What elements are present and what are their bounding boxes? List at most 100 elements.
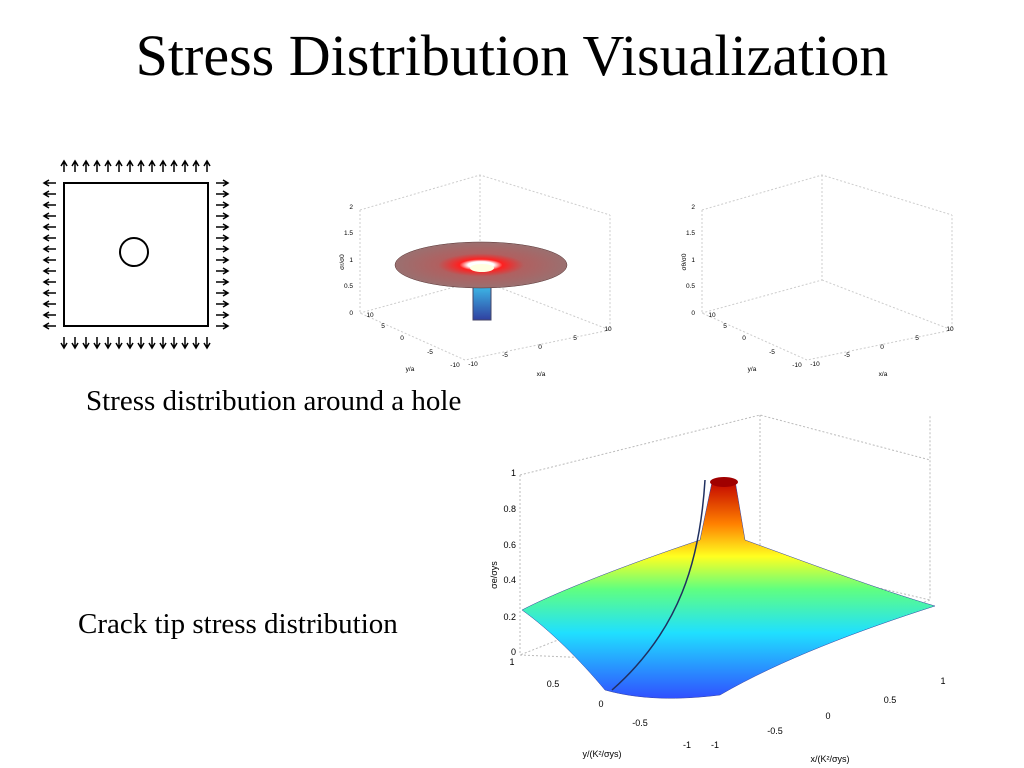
arrow <box>60 337 68 350</box>
arrow <box>104 159 112 172</box>
plot-box <box>701 174 953 361</box>
caption: Stress distribution around a hole <box>86 385 462 417</box>
arrow <box>216 234 230 242</box>
z-tick-label: 0.5 <box>344 283 353 290</box>
arrow <box>181 159 189 172</box>
arrow <box>82 337 90 350</box>
arrow <box>71 159 79 172</box>
arrow <box>60 159 68 172</box>
z-axis-label: σθ/σ0 <box>681 253 688 270</box>
arrow <box>42 179 56 187</box>
arrow <box>216 223 230 231</box>
arrow <box>216 245 230 253</box>
x-axis-label: x/a <box>537 371 546 378</box>
arrow <box>42 201 56 209</box>
caption: Crack tip stress distribution <box>78 608 398 640</box>
arrow <box>216 267 230 275</box>
y-tick-label: -5 <box>769 349 775 356</box>
y-axis-label: y/a <box>406 366 415 373</box>
z-tick-label: 2 <box>349 204 353 211</box>
arrow <box>148 337 156 350</box>
x-tick-label: 0 <box>880 344 884 351</box>
arrow <box>42 311 56 319</box>
arrow <box>170 337 178 350</box>
arrow <box>42 322 56 330</box>
arrow <box>216 190 230 198</box>
z-tick-label: 0 <box>691 310 695 317</box>
peak-top <box>710 477 738 487</box>
plate-diagram <box>42 159 230 350</box>
x-tick-label: 10 <box>946 326 954 333</box>
x-axis-label: x/a <box>879 371 888 378</box>
x-tick-label: -1 <box>711 740 719 750</box>
crack-plot: 0 0.2 0.4 0.6 0.8 1 1 0.5 0 -0.5 -1 -1 -0.5 0 0.5 1 x/(K… <box>489 414 946 764</box>
y-tick-label: 10 <box>708 312 716 319</box>
y-tick-label: -10 <box>792 362 802 369</box>
y-tick-label: -5 <box>427 349 433 356</box>
arrow <box>216 212 230 220</box>
x-tick-label: 1 <box>940 676 945 686</box>
arrow <box>216 179 230 187</box>
z-tick-label: 0 <box>349 310 353 317</box>
arrow <box>137 337 145 350</box>
z-axis-label: σe/σys <box>489 561 499 589</box>
y-tick-label: 1 <box>509 657 514 667</box>
arrow <box>82 159 90 172</box>
z-tick-label: 1.5 <box>686 230 695 237</box>
x-axis-label: x/(K²/σys) <box>810 754 849 764</box>
arrow <box>216 289 230 297</box>
x-tick-label: -5 <box>844 352 850 359</box>
y-tick-label: -0.5 <box>632 718 648 728</box>
arrow <box>42 267 56 275</box>
plot-box <box>359 174 611 361</box>
arrow <box>42 278 56 286</box>
arrow <box>42 245 56 253</box>
arrow <box>159 159 167 172</box>
arrow <box>71 337 79 350</box>
y-tick-label: 0 <box>598 699 603 709</box>
x-tick-label: 10 <box>604 326 612 333</box>
arrow <box>42 289 56 297</box>
arrow <box>192 159 200 172</box>
x-tick-label: -10 <box>468 361 478 368</box>
x-tick-label: 5 <box>915 335 919 342</box>
y-tick-label: 10 <box>366 312 374 319</box>
z-tick-label: 0.5 <box>686 283 695 290</box>
arrow <box>93 159 101 172</box>
arrow <box>216 256 230 264</box>
y-tick-label: 5 <box>723 323 727 330</box>
arrow <box>148 159 156 172</box>
x-tick-label: 0.5 <box>884 695 897 705</box>
y-tick-label: 0.5 <box>547 679 560 689</box>
y-tick-label: -10 <box>450 362 460 369</box>
x-tick-label: -10 <box>810 361 820 368</box>
x-tick-label: -5 <box>502 352 508 359</box>
arrow <box>126 159 134 172</box>
arrow <box>170 159 178 172</box>
arrow <box>126 337 134 350</box>
arrow <box>137 159 145 172</box>
y-axis-label: y/a <box>748 366 757 373</box>
surface <box>521 479 936 699</box>
arrow <box>104 337 112 350</box>
z-tick-label: 2 <box>691 204 695 211</box>
arrow <box>115 337 123 350</box>
y-tick-label: 5 <box>381 323 385 330</box>
surface-plot: 0 0.5 1 1.5 2 10 5 0 -5 -10 -10 -5 0 5 10 x/a y/a σr/σ0 <box>339 174 612 378</box>
arrow <box>42 300 56 308</box>
arrow <box>159 337 167 350</box>
z-tick-label: 0.4 <box>503 575 516 585</box>
z-tick-label: 0.6 <box>503 540 516 550</box>
arrow <box>203 337 211 350</box>
arrow <box>42 256 56 264</box>
x-tick-label: 0 <box>538 344 542 351</box>
z-tick-label: 1 <box>511 468 516 478</box>
y-axis-label: y/(K²/σys) <box>582 749 621 759</box>
z-axis-label: σr/σ0 <box>339 254 346 270</box>
z-tick-label: 1 <box>691 257 695 264</box>
arrow <box>42 223 56 231</box>
arrow <box>192 337 200 350</box>
x-tick-label: 5 <box>573 335 577 342</box>
